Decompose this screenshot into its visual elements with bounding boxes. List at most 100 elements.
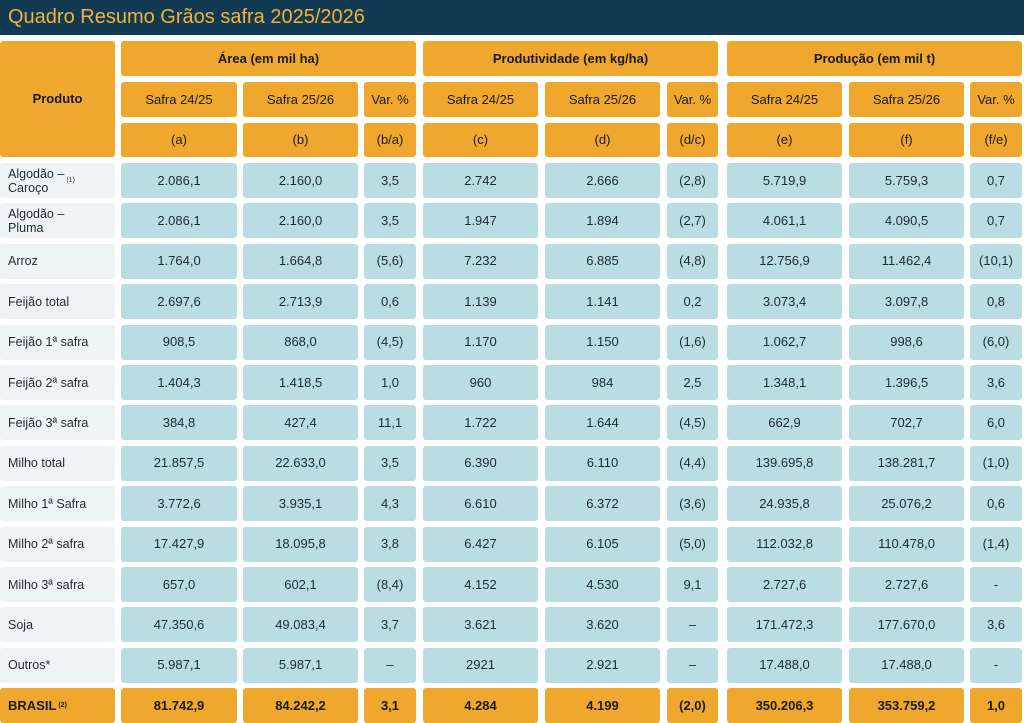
- total-cell: 4.284: [423, 688, 538, 723]
- data-cell: 3.621: [423, 607, 538, 643]
- data-cell: 24.935,8: [727, 486, 842, 522]
- data-cell: (4,4): [667, 445, 718, 481]
- product-name: Arroz: [0, 243, 115, 279]
- data-cell: 3.073,4: [727, 284, 842, 320]
- column-letter: (b/a): [364, 123, 416, 157]
- data-cell: 2.713,9: [243, 284, 358, 320]
- data-cell: 138.281,7: [849, 445, 964, 481]
- data-cell: 998,6: [849, 324, 964, 360]
- column-letter: (e): [727, 123, 842, 157]
- data-cell: (5,6): [364, 243, 416, 279]
- sub-header: Safra 25/26: [545, 82, 660, 117]
- data-cell: 4.530: [545, 567, 660, 602]
- data-cell: 49.083,4: [243, 607, 358, 643]
- data-cell: 3.772,6: [121, 486, 237, 522]
- sub-header: Safra 24/25: [121, 82, 237, 117]
- data-cell: 1.947: [423, 203, 538, 239]
- data-cell: 1,0: [364, 365, 416, 400]
- data-cell: 5.759,3: [849, 163, 964, 198]
- data-cell: 4.090,5: [849, 203, 964, 239]
- product-text: Soja: [8, 617, 34, 632]
- column-letter: (c): [423, 123, 538, 157]
- data-cell: 7.232: [423, 243, 538, 279]
- data-cell: (2,8): [667, 163, 718, 198]
- data-cell: 1.170: [423, 324, 538, 360]
- data-cell: 908,5: [121, 324, 237, 360]
- data-cell: 6.372: [545, 486, 660, 522]
- data-cell: (1,4): [970, 526, 1022, 562]
- data-cell: (1,0): [970, 445, 1022, 481]
- data-cell: 1.062,7: [727, 324, 842, 360]
- product-text: Milho total: [8, 456, 65, 471]
- data-cell: –: [667, 647, 718, 683]
- data-cell: 6.390: [423, 445, 538, 481]
- product-header: Produto: [0, 41, 115, 157]
- data-cell: 0,2: [667, 284, 718, 320]
- product-text: Feijão total: [8, 294, 70, 309]
- data-cell: -: [970, 647, 1022, 683]
- data-cell: 0,7: [970, 203, 1022, 239]
- column-letter: (f/e): [970, 123, 1022, 157]
- column-letter: (d/c): [667, 123, 718, 157]
- data-cell: 21.857,5: [121, 445, 237, 481]
- data-cell: 657,0: [121, 567, 237, 602]
- data-cell: (2,7): [667, 203, 718, 239]
- column-letter: (a): [121, 123, 237, 157]
- data-cell: (4,8): [667, 243, 718, 279]
- data-cell: 384,8: [121, 405, 237, 441]
- product-name: Milho 2ª safra: [0, 526, 115, 562]
- data-cell: 11.462,4: [849, 243, 964, 279]
- data-cell: 12.756,9: [727, 243, 842, 279]
- data-cell: 2,5: [667, 365, 718, 400]
- product-text: Milho 3ª safra: [8, 577, 85, 592]
- data-cell: 6.110: [545, 445, 660, 481]
- data-cell: 17.488,0: [727, 647, 842, 683]
- data-cell: 2.727,6: [727, 567, 842, 602]
- data-cell: 110.478,0: [849, 526, 964, 562]
- group-header: Área (em mil ha): [121, 41, 416, 76]
- total-cell: (2,0): [667, 688, 718, 723]
- data-cell: 171.472,3: [727, 607, 842, 643]
- sub-header: Safra 24/25: [727, 82, 842, 117]
- data-cell: 18.095,8: [243, 526, 358, 562]
- data-cell: 702,7: [849, 405, 964, 441]
- data-cell: (3,6): [667, 486, 718, 522]
- data-cell: 1.764,0: [121, 243, 237, 279]
- total-cell: 84.242,2: [243, 688, 358, 723]
- total-cell: 81.742,9: [121, 688, 237, 723]
- product-text: Feijão 3ª safra: [8, 415, 89, 430]
- data-cell: 17.427,9: [121, 526, 237, 562]
- product-name: Feijão 2ª safra: [0, 365, 115, 400]
- product-name: Algodão – Pluma: [0, 203, 115, 239]
- data-cell: 2.727,6: [849, 567, 964, 602]
- data-cell: 427,4: [243, 405, 358, 441]
- data-cell: 47.350,6: [121, 607, 237, 643]
- product-text: Milho 2ª safra: [8, 537, 85, 552]
- data-cell: 4.152: [423, 567, 538, 602]
- data-cell: 3,5: [364, 163, 416, 198]
- data-cell: 3,5: [364, 203, 416, 239]
- data-cell: –: [364, 647, 416, 683]
- data-cell: 3,6: [970, 365, 1022, 400]
- total-cell: 3,1: [364, 688, 416, 723]
- product-text: Arroz: [8, 254, 38, 269]
- data-cell: 9,1: [667, 567, 718, 602]
- product-name: Feijão 3ª safra: [0, 405, 115, 441]
- data-cell: 3.935,1: [243, 486, 358, 522]
- data-cell: 1.396,5: [849, 365, 964, 400]
- data-cell: 0,6: [364, 284, 416, 320]
- data-cell: 5.987,1: [243, 647, 358, 683]
- data-cell: 1.141: [545, 284, 660, 320]
- data-cell: 1.139: [423, 284, 538, 320]
- data-cell: 1.722: [423, 405, 538, 441]
- data-cell: 662,9: [727, 405, 842, 441]
- title: Quadro Resumo Grãos safra 2025/2026: [0, 0, 1024, 35]
- data-cell: 2.666: [545, 163, 660, 198]
- sub-header: Safra 25/26: [849, 82, 964, 117]
- data-cell: 2.697,6: [121, 284, 237, 320]
- data-cell: 1.418,5: [243, 365, 358, 400]
- product-text: Milho 1ª Safra: [8, 496, 87, 511]
- data-cell: (1,6): [667, 324, 718, 360]
- sub-header: Var. %: [364, 82, 416, 117]
- data-cell: 17.488,0: [849, 647, 964, 683]
